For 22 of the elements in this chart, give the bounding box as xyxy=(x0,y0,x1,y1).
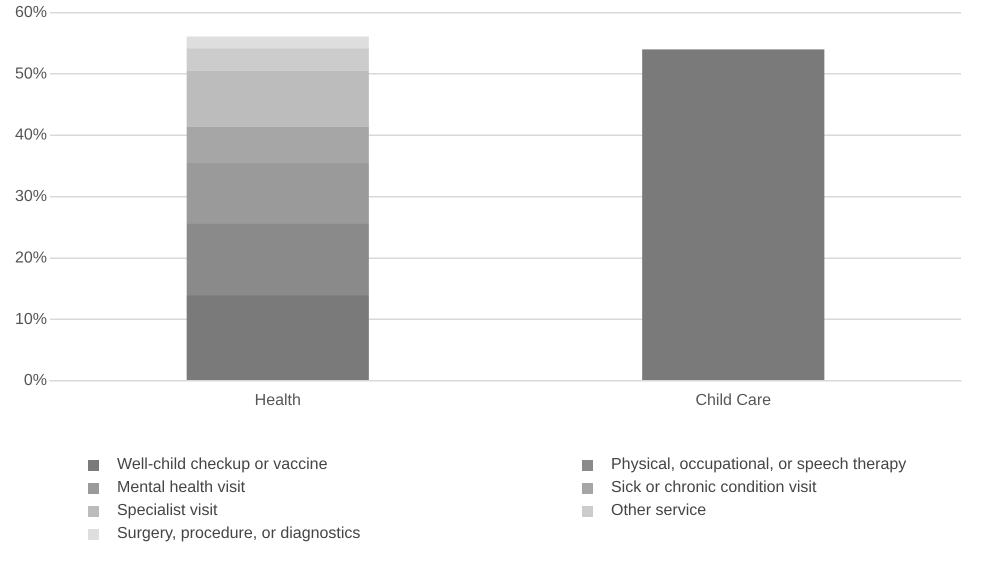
legend-label: Sick or chronic condition visit xyxy=(611,479,816,497)
bar xyxy=(186,36,369,48)
legend-label: Mental health visit xyxy=(117,479,246,497)
x-tick-label: Health xyxy=(254,392,301,409)
bar xyxy=(186,70,369,127)
bar xyxy=(186,223,369,296)
y-tick-label: 60% xyxy=(14,4,48,22)
y-tick-label: 50% xyxy=(14,65,48,82)
legend-label: Well-child checkup or vaccine xyxy=(117,456,328,474)
y-tick-label: 40% xyxy=(14,126,48,144)
bar xyxy=(186,296,369,380)
y-tick-label: 0% xyxy=(24,372,48,390)
x-tick-label: Child Care xyxy=(695,392,772,409)
legend-label: Physical, occupational, or speech therapy xyxy=(611,456,906,474)
y-tick-label: 30% xyxy=(14,188,48,206)
legend-label: Other service xyxy=(611,502,706,520)
bar xyxy=(642,49,824,380)
y-tick-label: 10% xyxy=(14,310,48,328)
y-tick-label: 20% xyxy=(14,249,48,266)
legend-label: Specialist visit xyxy=(117,502,218,520)
legend-label: Surgery, procedure, or diagnostics xyxy=(117,525,360,543)
bar xyxy=(186,48,369,71)
